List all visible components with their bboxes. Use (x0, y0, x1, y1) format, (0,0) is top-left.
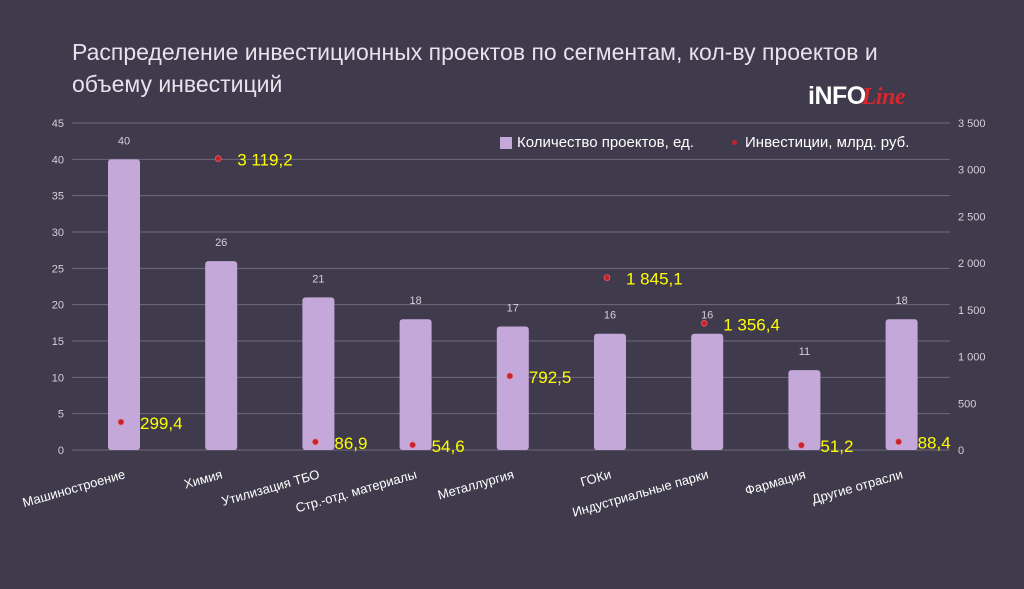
bar-value-label: 26 (215, 237, 227, 249)
x-tick-label: ГОКи (579, 466, 613, 489)
y-left-tick-label: 10 (52, 372, 64, 384)
legend-label-count: Количество проектов, ед. (517, 134, 694, 151)
bar (496, 326, 529, 450)
y-right-tick-label: 1 500 (958, 305, 986, 317)
legend-item-investment: Инвестиции, млрд. руб. (732, 134, 909, 151)
bar (205, 261, 238, 450)
legend-item-count: Количество проектов, ед. (500, 134, 694, 151)
y-left-tick-label: 35 (52, 191, 64, 203)
investment-point (895, 438, 902, 446)
investment-point (798, 441, 805, 449)
legend-marker-dot (732, 140, 737, 145)
legend-swatch-bar (500, 136, 512, 149)
y-left-tick-label: 20 (52, 300, 64, 312)
investment-point (117, 418, 125, 426)
y-left-tick-label: 5 (58, 409, 64, 421)
investment-value-label: 1 356,4 (723, 315, 780, 334)
investment-point (506, 372, 514, 380)
investment-value-label: 88,4 (918, 434, 951, 453)
bar-value-label: 40 (118, 135, 130, 147)
chart-title: Распределение инвестиционных проектов по… (72, 39, 878, 97)
investment-value-label: 1 845,1 (626, 270, 683, 289)
y-right-tick-label: 0 (958, 445, 964, 457)
bar-value-label: 16 (604, 310, 616, 322)
bar (399, 319, 432, 450)
bar-value-label: 18 (895, 295, 907, 307)
bar (302, 297, 335, 450)
y-left-tick-label: 45 (52, 118, 64, 130)
y-left-tick-label: 0 (58, 445, 64, 457)
bar-value-label: 21 (312, 273, 324, 285)
investment-point (603, 274, 611, 281)
bar-value-label: 18 (409, 295, 421, 307)
investment-value-label: 86,9 (334, 434, 367, 453)
bar-value-label: 11 (799, 346, 810, 358)
x-tick-label: Машиностроение (21, 466, 127, 510)
x-tick-label: Фармация (743, 466, 807, 498)
investment-value-label: 51,2 (820, 437, 853, 456)
logo-accent-text: Line (861, 84, 906, 110)
bar (788, 370, 821, 450)
y-left-tick-label: 25 (52, 263, 64, 275)
infoline-logo: iNFOLine (808, 82, 906, 111)
y-right-tick-label: 3 500 (958, 118, 986, 130)
y-left-tick-label: 40 (52, 154, 64, 166)
bar (594, 333, 626, 450)
bar-value-label: 17 (507, 302, 519, 314)
logo-main-text: iNFO (808, 82, 866, 110)
bar (108, 159, 140, 451)
investment-point (409, 441, 416, 449)
y-left-tick-label: 15 (52, 336, 64, 348)
y-right-tick-label: 2 000 (958, 258, 986, 270)
x-tick-label: Другие отрасли (810, 466, 904, 506)
investment-value-label: 3 119,2 (237, 151, 292, 170)
y-right-tick-label: 500 (958, 398, 976, 410)
investment-value-label: 54,6 (432, 437, 465, 456)
y-right-tick-label: 1 000 (958, 352, 986, 364)
bar (691, 333, 724, 450)
y-left-tick-label: 30 (52, 227, 64, 239)
y-right-tick-label: 3 000 (958, 165, 986, 177)
bar-value-label: 16 (701, 310, 713, 322)
legend-label-investment: Инвестиции, млрд. руб. (745, 134, 910, 151)
x-tick-label: Металлургия (436, 466, 516, 502)
investment-point (312, 438, 319, 446)
bar (885, 319, 918, 450)
investment-point (214, 155, 222, 162)
investment-value-label: 299,4 (140, 414, 183, 433)
y-right-tick-label: 2 500 (958, 211, 986, 223)
x-tick-label: Химия (182, 466, 224, 491)
investment-value-label: 792,5 (529, 368, 572, 387)
investment-point (700, 319, 708, 327)
